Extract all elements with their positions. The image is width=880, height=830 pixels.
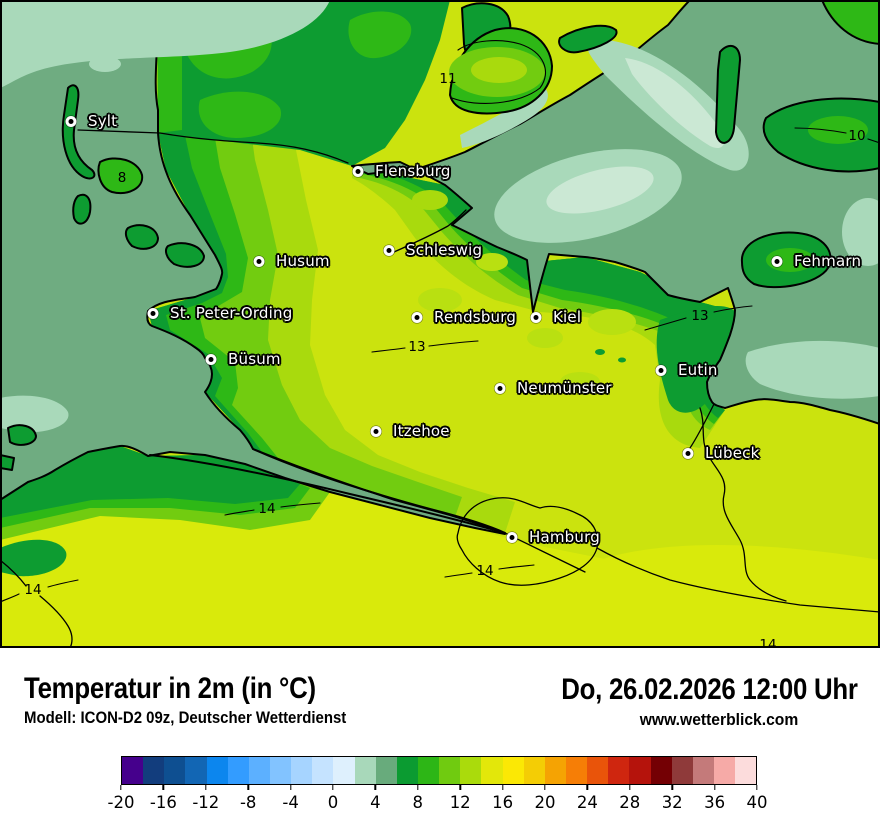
model-info: Modell: ICON-D2 09z, Deutscher Wetterdie… bbox=[24, 708, 347, 727]
colorbar-tick-label: 24 bbox=[576, 793, 598, 812]
island-langeland bbox=[715, 44, 741, 144]
colorbar-cell bbox=[544, 757, 566, 784]
colorbar-cell bbox=[375, 757, 397, 784]
colorbar-tick-label: 12 bbox=[449, 793, 471, 812]
colorbar-tick-label: -8 bbox=[239, 793, 257, 812]
colorbar-tickmark bbox=[332, 785, 334, 790]
website-label: www.wetterblick.com bbox=[639, 710, 799, 729]
temperature-colorbar bbox=[121, 756, 757, 785]
colorbar-tickmark bbox=[459, 785, 461, 790]
colorbar-tick-label: -12 bbox=[192, 793, 220, 812]
colorbar-cell bbox=[122, 757, 144, 784]
colorbar-tickmark bbox=[671, 785, 673, 790]
island-nordstrand bbox=[165, 242, 205, 268]
colorbar-tick-label: 36 bbox=[704, 793, 726, 812]
page-title: Temperatur in 2m (in °C) bbox=[24, 672, 316, 705]
colorbar-cell bbox=[608, 757, 630, 784]
temperature-map-canvas bbox=[0, 0, 880, 648]
island-aeroe bbox=[558, 24, 618, 54]
colorbar-cell bbox=[164, 757, 186, 784]
schlei-fjord bbox=[393, 209, 467, 253]
colorbar-tickmark bbox=[756, 785, 758, 790]
colorbar-cell bbox=[629, 757, 651, 784]
colorbar-tickmark bbox=[120, 785, 122, 790]
contour-lines bbox=[0, 40, 880, 603]
colorbar-cell bbox=[417, 757, 440, 784]
colorbar-tickmark bbox=[289, 785, 292, 790]
trave-river bbox=[689, 403, 715, 449]
elbe-north-bank bbox=[252, 448, 506, 534]
colorbar-cell bbox=[439, 757, 461, 784]
colorbar-tick-label: -20 bbox=[107, 793, 135, 812]
weather-map: Sylt Flensburg Schleswig Husum St. Peter-Ord… bbox=[0, 0, 880, 648]
southeast-warm-region bbox=[600, 545, 880, 648]
colorbar-cell bbox=[460, 757, 482, 784]
islands bbox=[0, 0, 880, 471]
colorbar-cell bbox=[692, 757, 714, 784]
colorbar-tick-label: 0 bbox=[327, 793, 339, 812]
colorbar-tick-label: 16 bbox=[492, 793, 514, 812]
colorbar-tickmark bbox=[629, 785, 631, 790]
colorbar-tickmark bbox=[586, 785, 589, 790]
colorbar-cell bbox=[185, 757, 207, 784]
colorbar-tickmark bbox=[247, 785, 249, 790]
colorbar-cell bbox=[587, 757, 609, 784]
colorbar-cell bbox=[396, 757, 418, 784]
colorbar-tick-label: 8 bbox=[412, 793, 424, 812]
datetime-label: Do, 26.02.2026 12:00 Uhr bbox=[561, 673, 859, 706]
colorbar-tickmark bbox=[417, 785, 419, 790]
colorbar-tick-label: 40 bbox=[746, 793, 768, 812]
elbe-mouth-bands bbox=[0, 446, 360, 577]
colorbar-tick-label: 32 bbox=[661, 793, 683, 812]
colorbar-tickmark bbox=[544, 785, 546, 790]
colorbar-cell bbox=[206, 757, 228, 784]
baltic-sea bbox=[351, 0, 880, 425]
colorbar-cell bbox=[291, 757, 313, 784]
colorbar-cell bbox=[671, 757, 693, 784]
island-pellworm bbox=[124, 224, 159, 250]
colorbar-cell bbox=[269, 757, 292, 784]
island-foehr bbox=[97, 157, 144, 194]
colorbar-tick-label: 28 bbox=[619, 793, 641, 812]
colorbar-cell bbox=[143, 757, 165, 784]
colorbar-cell bbox=[650, 757, 672, 784]
colorbar-cell bbox=[523, 757, 545, 784]
island-amrum bbox=[72, 193, 92, 225]
colorbar-tick-label: 4 bbox=[370, 793, 381, 812]
map-frame bbox=[0, 0, 880, 648]
colorbar-cell bbox=[312, 757, 334, 784]
colorbar-cell bbox=[481, 757, 503, 784]
colorbar-cell bbox=[248, 757, 270, 784]
island-sylt bbox=[61, 84, 96, 180]
colorbar-cell bbox=[333, 757, 355, 784]
colorbar-tickmark bbox=[162, 785, 165, 790]
colorbar-cell bbox=[354, 757, 376, 784]
colorbar-tick-label: -4 bbox=[282, 793, 299, 812]
colorbar-tickmark bbox=[713, 785, 716, 790]
colorbar-tickmark bbox=[501, 785, 504, 790]
east-coast-bands bbox=[352, 166, 739, 448]
colorbar-tick-label: 20 bbox=[534, 793, 556, 812]
colorbar-tickmark bbox=[205, 785, 207, 790]
colorbar-cell bbox=[227, 757, 249, 784]
elbe-south-bank bbox=[149, 454, 506, 534]
colorbar-cell bbox=[713, 757, 736, 784]
north-sea bbox=[0, 0, 506, 535]
political-borders bbox=[0, 129, 880, 648]
colorbar-tick-label: -16 bbox=[149, 793, 177, 812]
colorbar-cell bbox=[735, 757, 757, 784]
colorbar-cell bbox=[502, 757, 524, 784]
colorbar-cell bbox=[565, 757, 588, 784]
colorbar-tickmark bbox=[374, 785, 377, 790]
